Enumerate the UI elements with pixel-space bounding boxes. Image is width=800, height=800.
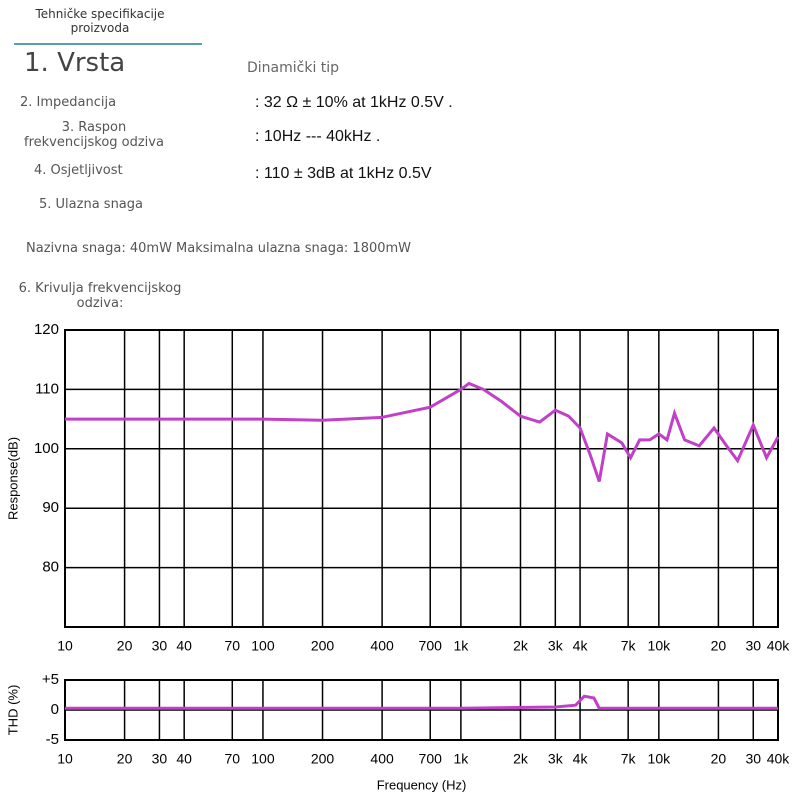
spec-value: : 110 ± 3dB at 1kHz 0.5V xyxy=(255,165,432,182)
x-tick-label: 30 xyxy=(152,638,168,654)
x-tick-label: 70 xyxy=(224,751,240,767)
x-tick-label: 1k xyxy=(453,751,469,767)
y-tick-label: 120 xyxy=(34,321,59,338)
tab: Tehničke specifikacije proizvoda xyxy=(35,7,165,35)
y-tick-label: -5 xyxy=(46,731,59,748)
response-line xyxy=(65,694,778,710)
y-tick-label: 100 xyxy=(34,440,59,457)
x-tick-label: 3k xyxy=(548,638,564,654)
x-tick-label: 40 xyxy=(176,751,192,767)
y-tick-label: 110 xyxy=(35,380,59,397)
y-axis-label: THD (%) xyxy=(5,685,20,736)
spec-value: Dinamički tip xyxy=(247,60,340,76)
power-note: Nazivna snaga: 40mW Maksimalna ulazna sn… xyxy=(26,241,412,256)
y-tick-label: 90 xyxy=(42,499,59,516)
x-tick-label: 40k xyxy=(767,638,791,654)
x-tick-label: 7k xyxy=(621,638,637,654)
x-tick-label: 700 xyxy=(419,751,443,767)
x-tick-label: 400 xyxy=(370,751,394,767)
x-tick-label: 10 xyxy=(57,751,73,767)
y-tick-label: +5 xyxy=(42,671,59,688)
x-tick-label: 30 xyxy=(152,751,168,767)
x-tick-label: 30 xyxy=(745,751,761,767)
x-tick-label: 20 xyxy=(117,638,133,654)
x-tick-label: 100 xyxy=(251,638,275,654)
x-tick-label: 700 xyxy=(419,638,443,654)
spec-label: 3. Raspon frekvencijskog odziva xyxy=(24,120,164,150)
x-tick-label: 20 xyxy=(711,751,727,767)
x-tick-label: 2k xyxy=(513,638,529,654)
spec-label: 2. Impedancija xyxy=(20,95,117,110)
plot-frame xyxy=(64,329,779,628)
spec-label: 4. Osjetljivost xyxy=(34,163,123,178)
x-axis-label: Frequency (Hz) xyxy=(377,777,467,792)
x-tick-label: 10k xyxy=(648,751,672,767)
x-tick-label: 2k xyxy=(513,751,529,767)
x-tick-label: 20 xyxy=(711,638,727,654)
x-tick-label: 200 xyxy=(311,638,335,654)
x-tick-label: 40k xyxy=(767,751,791,767)
x-tick-label: 400 xyxy=(370,638,394,654)
x-tick-label: 70 xyxy=(224,638,240,654)
y-axis-label: Response(dB) xyxy=(5,437,20,520)
x-tick-label: 1k xyxy=(453,638,469,654)
spec-value: : 32 Ω ± 10% at 1kHz 0.5V . xyxy=(255,94,453,111)
response-line xyxy=(65,381,780,482)
x-tick-label: 40 xyxy=(176,638,192,654)
spec-label: 1. Vrsta xyxy=(24,48,126,78)
x-tick-label: 4k xyxy=(573,751,589,767)
spec-label: 5. Ulazna snaga xyxy=(39,197,143,212)
spec-value: : 10Hz --- 40kHz . xyxy=(255,128,381,145)
x-tick-label: 7k xyxy=(621,751,637,767)
x-tick-label: 100 xyxy=(251,751,275,767)
x-tick-label: 10k xyxy=(648,638,672,654)
x-tick-label: 4k xyxy=(573,638,589,654)
x-tick-label: 30 xyxy=(745,638,761,654)
y-tick-label: 0 xyxy=(51,701,59,718)
y-tick-label: 80 xyxy=(42,559,59,576)
x-tick-label: 20 xyxy=(117,751,133,767)
curve-heading: 6. Krivulja frekvencijskog odziva: xyxy=(18,281,182,311)
x-tick-label: 10 xyxy=(57,638,73,654)
tab-underline xyxy=(14,43,202,45)
x-tick-label: 3k xyxy=(548,751,564,767)
x-tick-label: 200 xyxy=(311,751,335,767)
